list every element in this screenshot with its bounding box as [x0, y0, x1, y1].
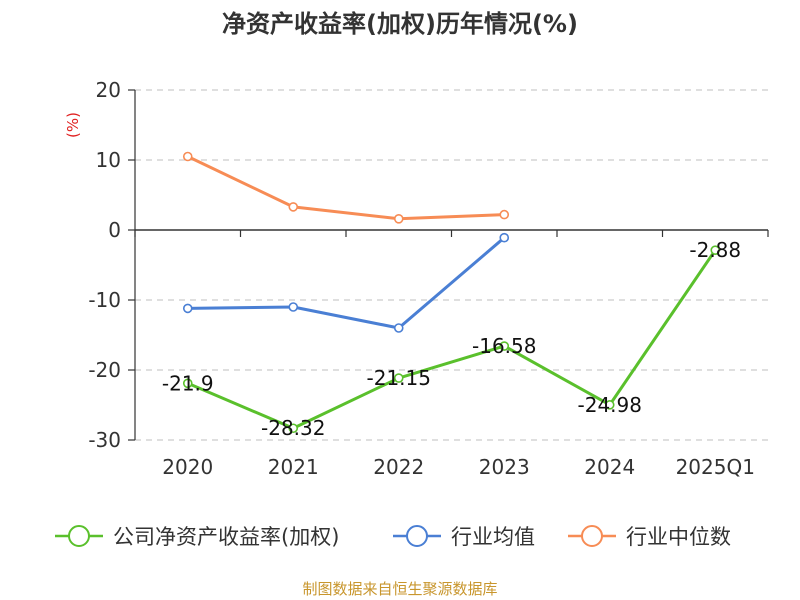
- data-point: [604, 400, 615, 410]
- legend-marker-icon: [581, 525, 603, 547]
- data-point: [288, 302, 299, 312]
- data-point: [182, 378, 193, 389]
- x-tick-label: 2020: [162, 455, 213, 479]
- data-point: [499, 341, 510, 351]
- grid: [135, 89, 768, 441]
- series-line: [187, 249, 717, 430]
- x-tick-label: 2021: [268, 455, 319, 479]
- legend-marker-icon: [406, 525, 428, 547]
- y-tick-label: 0: [108, 218, 121, 242]
- series-line: [187, 236, 506, 330]
- data-point: [393, 214, 404, 224]
- data-point: [288, 202, 299, 212]
- y-tick-label: -10: [88, 288, 121, 312]
- legend-item[interactable]: 行业均值: [393, 525, 535, 549]
- legend-item[interactable]: 行业中位数: [568, 525, 731, 549]
- data-point: [393, 323, 404, 333]
- y-axis-unit: (%): [64, 112, 82, 138]
- data-point: [499, 209, 510, 220]
- y-tick-label: 10: [96, 148, 121, 172]
- legend-label: 行业均值: [451, 525, 535, 549]
- data-label: -21.15: [367, 366, 431, 390]
- source-note: 制图数据来自恒生聚源数据库: [302, 580, 497, 598]
- data-point: [288, 423, 299, 434]
- y-tick-label: -20: [88, 358, 121, 382]
- x-tick-label: 2023: [479, 455, 530, 479]
- legend-label: 公司净资产收益率(加权): [113, 525, 339, 549]
- y-tick-label: -30: [88, 428, 121, 452]
- data-label: -16.58: [472, 334, 536, 358]
- legend-label: 行业中位数: [626, 525, 731, 549]
- y-tick-label: 20: [96, 78, 121, 102]
- data-point: [182, 151, 193, 162]
- data-point: [182, 303, 193, 314]
- series: [182, 151, 721, 434]
- legend-marker-icon: [68, 525, 90, 547]
- axes: 20 10 0 -10 -20 -30 2020 2021 2022 2023 2024 2025Q1: [88, 78, 769, 479]
- data-point: [710, 245, 721, 255]
- legend: 公司净资产收益率(加权) 行业均值 行业中位数: [55, 525, 731, 549]
- data-label: -21.9: [162, 371, 214, 395]
- data-label: -2.88: [689, 238, 741, 262]
- data-point: [393, 373, 404, 383]
- data-label: -24.98: [578, 393, 642, 417]
- x-tick-label: 2025Q1: [676, 455, 755, 479]
- data-labels: -21.9 -28.32 -21.15 -16.58 -24.98 -2.88: [162, 238, 741, 440]
- data-label: -28.32: [261, 416, 325, 440]
- x-tick-label: 2022: [373, 455, 424, 479]
- chart-title: 净资产收益率(加权)历年情况(%): [222, 10, 578, 38]
- legend-item[interactable]: 公司净资产收益率(加权): [55, 525, 339, 549]
- x-tick-label: 2024: [584, 455, 635, 479]
- series-line: [187, 155, 505, 221]
- data-point: [499, 232, 510, 243]
